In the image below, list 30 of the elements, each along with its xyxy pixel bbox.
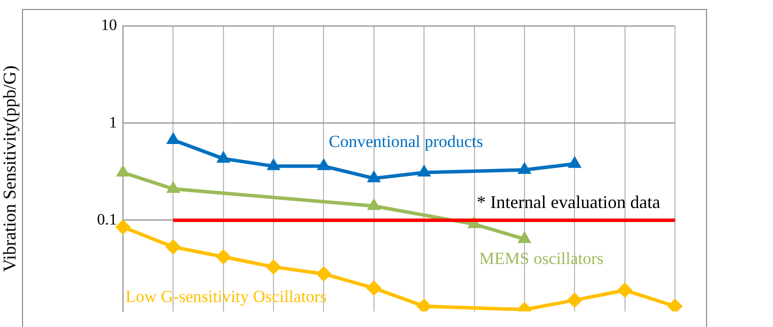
point	[366, 280, 382, 296]
point	[216, 151, 230, 163]
point	[416, 298, 432, 312]
annotation: * Internal evaluation data	[476, 192, 660, 212]
point	[668, 298, 682, 312]
point	[216, 249, 231, 264]
point	[166, 181, 180, 193]
point	[567, 292, 582, 308]
point	[568, 156, 582, 168]
point	[367, 170, 380, 182]
point	[116, 220, 130, 235]
point	[316, 266, 332, 282]
y-tick-label: 10	[101, 17, 117, 34]
point	[367, 198, 380, 210]
series-label: Low G-sensitivity Oscillators	[126, 287, 327, 306]
point	[116, 164, 130, 176]
y-axis-title: Vibration Sensitivity(ppb/G)	[0, 65, 20, 272]
point	[166, 239, 181, 254]
point	[266, 259, 282, 274]
point	[518, 162, 532, 174]
point	[418, 164, 431, 176]
y-tick-label: 1	[109, 114, 117, 132]
point	[166, 132, 180, 144]
point	[518, 232, 532, 244]
series-label: MEMS oscillators	[479, 248, 604, 268]
point	[266, 158, 280, 170]
point	[317, 158, 330, 170]
point	[617, 282, 632, 298]
y-tick-label: 0.1	[97, 211, 117, 228]
series-label: Conventional products	[328, 132, 484, 152]
